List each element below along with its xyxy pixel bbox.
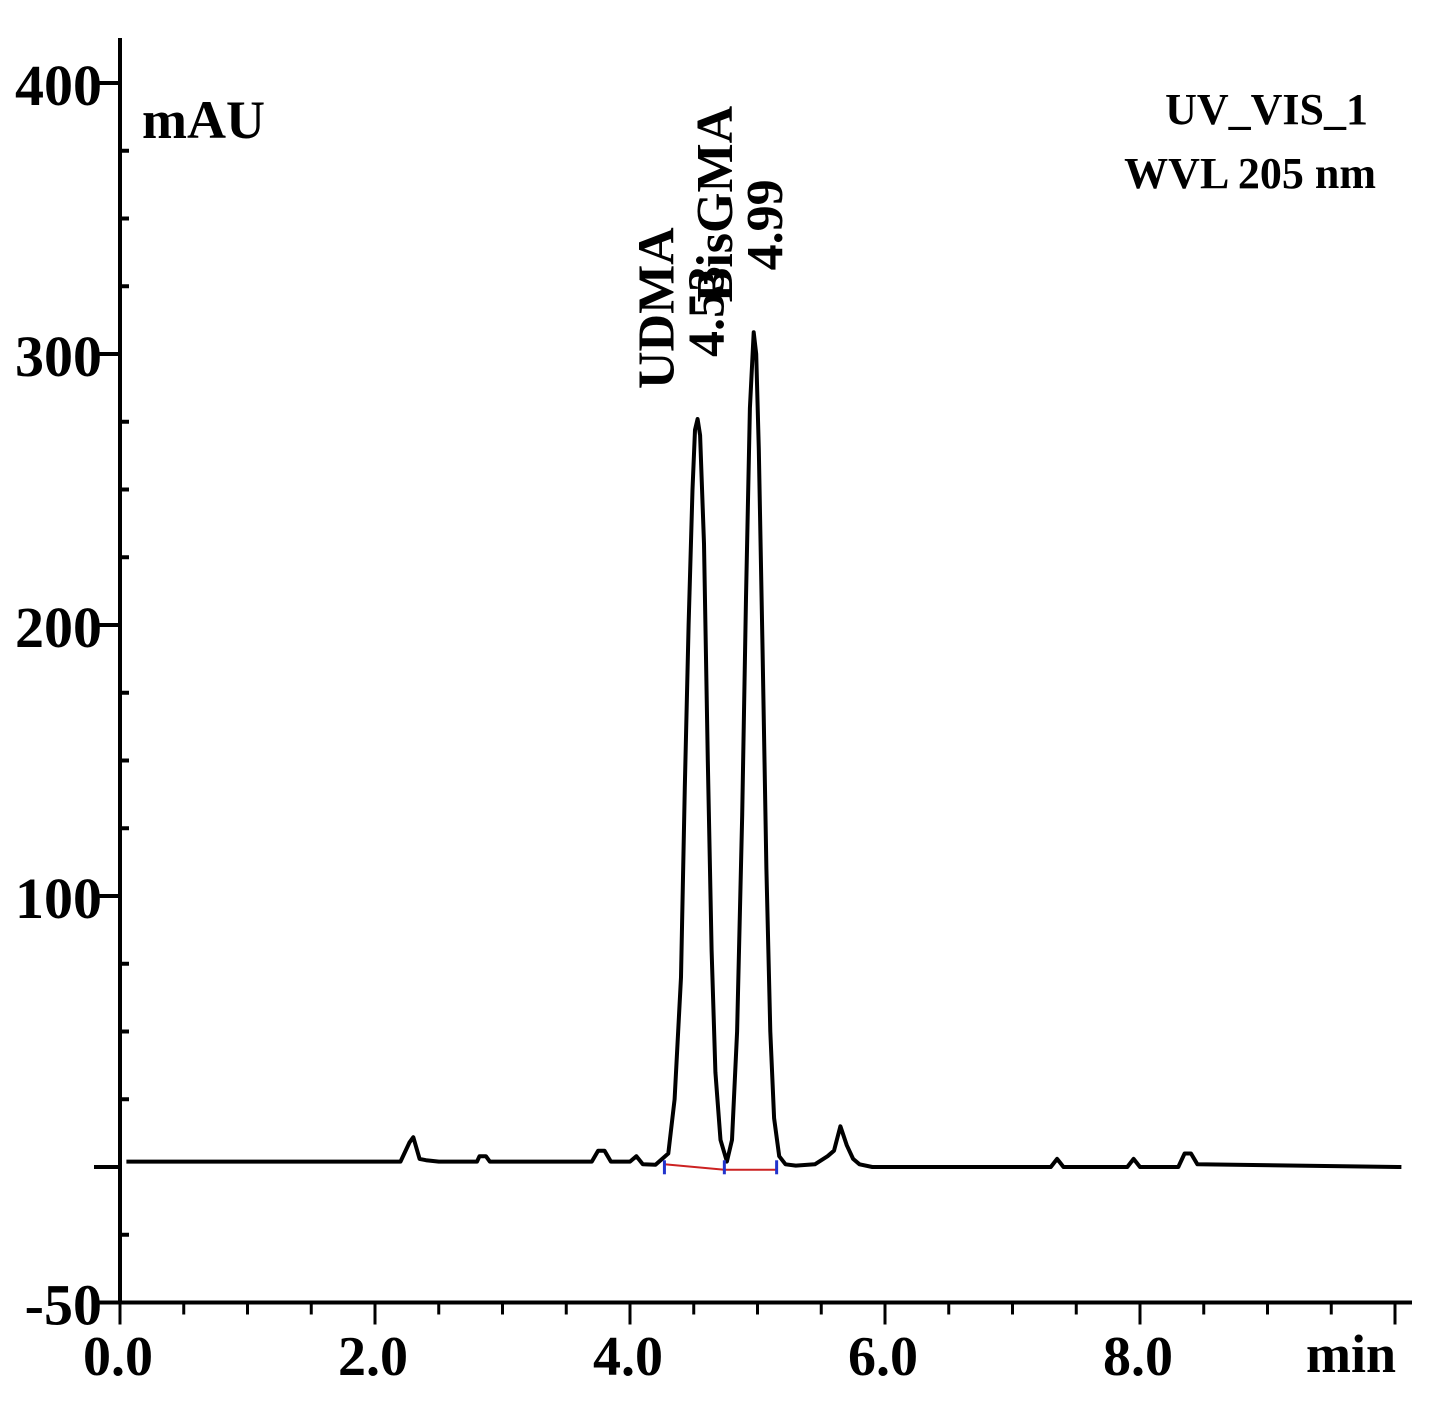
channel-label: UV_VIS_1: [1165, 85, 1368, 134]
x-tick-label: 4.0: [593, 1326, 663, 1388]
peak-retention-time-label: 4.99: [737, 179, 794, 270]
y-tick-label: 300: [15, 324, 102, 389]
peak-name-label: BisGMA: [687, 105, 744, 302]
y-axis-unit-label: mAU: [142, 90, 265, 150]
x-tick-label: 8.0: [1103, 1326, 1173, 1388]
x-tick-label: 0.0: [83, 1326, 153, 1388]
wavelength-label: WVL 205 nm: [1124, 149, 1376, 198]
y-tick-label: -50: [25, 1273, 102, 1338]
y-tick-label: 100: [15, 866, 102, 931]
chromatogram-trace: [126, 330, 1402, 1169]
peak-name-label: UDMA: [629, 227, 686, 389]
x-axis-unit-label: min: [1306, 1324, 1396, 1384]
plot-lines: [126, 330, 1402, 1175]
y-tick-label: 400: [15, 53, 102, 118]
x-tick-label: 6.0: [848, 1326, 918, 1388]
y-tick-label: 200: [15, 595, 102, 660]
tick-labels: 400 300 200 100 -500.0 2.0 4.0 6.0 8.0: [15, 53, 1173, 1388]
x-tick-label: 2.0: [338, 1326, 408, 1388]
axes: [118, 38, 1412, 1305]
peak-retention-time-label: 4.53: [679, 266, 736, 357]
ticks: [94, 81, 1397, 1325]
integration-baseline: [664, 1163, 777, 1171]
